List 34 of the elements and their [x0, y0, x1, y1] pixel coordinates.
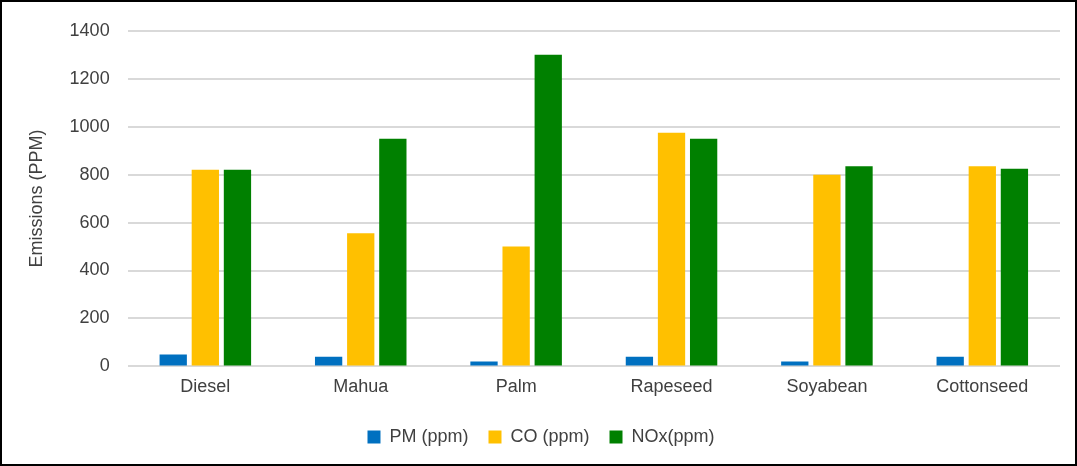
y-tick-label: 1400	[69, 19, 110, 40]
x-tick-label: Palm	[495, 376, 537, 397]
bar	[347, 233, 375, 366]
x-tick-label: Mahua	[333, 376, 390, 397]
y-tick-label: 200	[79, 307, 110, 328]
bar	[223, 169, 252, 366]
x-tick-label: Diesel	[180, 376, 231, 397]
bar	[936, 356, 964, 366]
bar	[314, 356, 343, 366]
x-tick-label: Soyabean	[786, 376, 868, 397]
bar	[689, 138, 718, 366]
legend-label: PM (ppm)	[389, 425, 469, 446]
y-tick-label: 800	[79, 163, 110, 184]
bar	[1000, 168, 1029, 366]
bar	[813, 174, 841, 366]
bar	[502, 246, 530, 366]
bar	[159, 354, 187, 366]
y-tick-label: 1000	[69, 115, 110, 136]
bar	[534, 54, 562, 366]
y-tick-label: 400	[79, 259, 110, 280]
bar	[657, 132, 686, 366]
x-tick-label: Cottonseed	[936, 376, 1029, 397]
bar	[625, 356, 654, 366]
y-tick-label: 0	[99, 355, 110, 376]
legend-label: NOx(ppm)	[631, 425, 715, 446]
y-tick-label: 600	[79, 211, 110, 232]
y-axis-title: Emissions (PPM)	[25, 129, 46, 268]
y-tick-label: 1200	[69, 67, 110, 88]
bar	[845, 166, 873, 366]
bar	[191, 169, 219, 366]
x-tick-label: Rapeseed	[630, 376, 713, 397]
bar	[379, 138, 407, 366]
legend-label: CO (ppm)	[510, 425, 590, 446]
bar	[968, 166, 996, 366]
